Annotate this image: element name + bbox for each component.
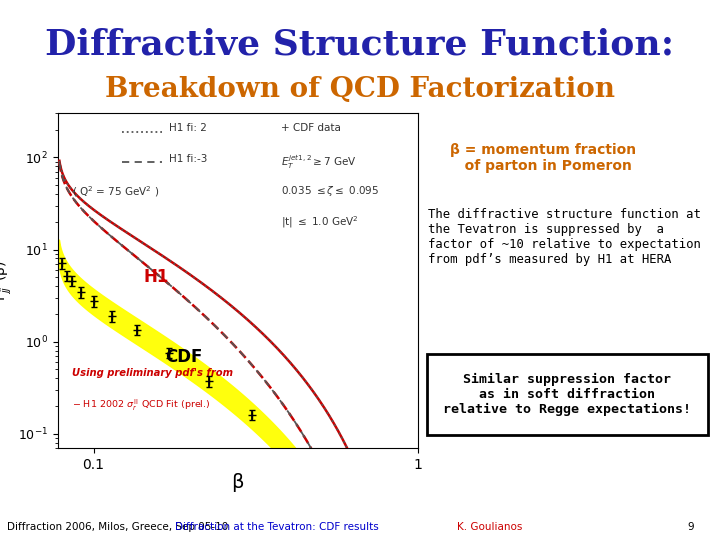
Text: Breakdown of QCD Factorization: Breakdown of QCD Factorization: [105, 76, 615, 103]
Text: H1 fi: 2: H1 fi: 2: [169, 124, 207, 133]
Text: ( Q$^2$ = 75 GeV$^2$ ): ( Q$^2$ = 75 GeV$^2$ ): [72, 184, 159, 199]
Text: K. Goulianos: K. Goulianos: [457, 522, 523, 532]
Text: Diffraction at the Tevatron: CDF results: Diffraction at the Tevatron: CDF results: [176, 522, 379, 532]
Text: β = momentum fraction
   of parton in Pomeron: β = momentum fraction of parton in Pomer…: [450, 143, 636, 173]
Text: |t| $\leq$ 1.0 GeV$^2$: |t| $\leq$ 1.0 GeV$^2$: [281, 214, 359, 230]
Text: Diffractive Structure Function:: Diffractive Structure Function:: [45, 27, 675, 61]
X-axis label: β: β: [231, 474, 244, 492]
Text: 0.035 $\leq \zeta \leq$ 0.095: 0.035 $\leq \zeta \leq$ 0.095: [281, 184, 379, 198]
Text: The diffractive structure function at
the Tevatron is suppressed by  a
factor of: The diffractive structure function at th…: [428, 208, 701, 266]
Text: + CDF data: + CDF data: [281, 124, 341, 133]
Y-axis label: F$_{jj}^{D}$ (β): F$_{jj}^{D}$ (β): [0, 260, 15, 301]
Text: H1 fi:-3: H1 fi:-3: [169, 153, 207, 164]
Text: H1: H1: [144, 267, 169, 286]
Text: CDF: CDF: [166, 348, 203, 366]
Text: $-$ H1 2002 $\sigma_r^{\,\mathrm{II}}$ QCD Fit (prel.): $-$ H1 2002 $\sigma_r^{\,\mathrm{II}}$ Q…: [72, 398, 210, 413]
Text: Diffraction 2006, Milos, Greece, Sep 05-10: Diffraction 2006, Milos, Greece, Sep 05-…: [7, 522, 228, 532]
Text: Similar suppression factor
as in soft diffraction
relative to Regge expectations: Similar suppression factor as in soft di…: [444, 373, 691, 416]
Text: Using preliminary pdf's from: Using preliminary pdf's from: [72, 368, 233, 378]
Text: 9: 9: [688, 522, 694, 532]
Text: $E_T^{jet1,2} \geq 7$ GeV: $E_T^{jet1,2} \geq 7$ GeV: [281, 153, 357, 172]
